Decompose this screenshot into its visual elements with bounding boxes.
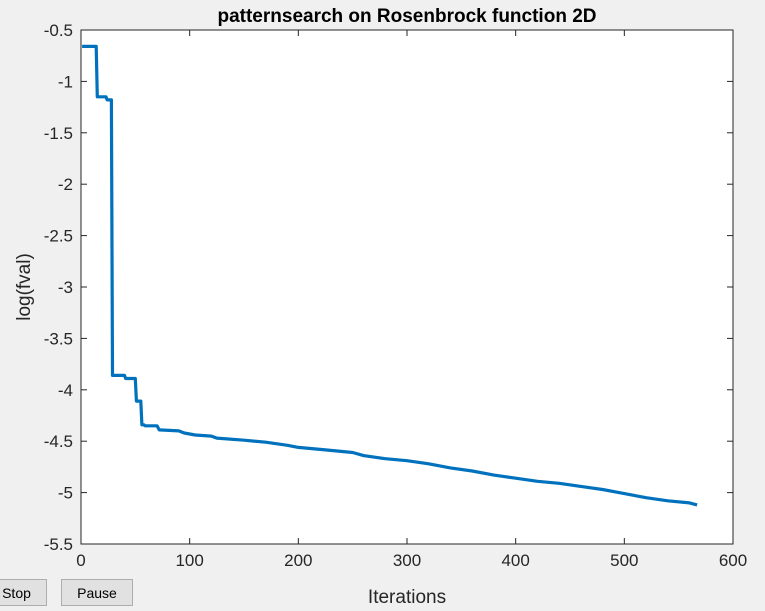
x-tick-label: 600 bbox=[719, 551, 747, 570]
x-tick-label: 200 bbox=[284, 551, 312, 570]
x-tick-label: 400 bbox=[501, 551, 529, 570]
x-tick-label: 0 bbox=[76, 551, 85, 570]
x-tick-label: 300 bbox=[393, 551, 421, 570]
x-tick-label: 500 bbox=[610, 551, 638, 570]
y-tick-label: -2.5 bbox=[44, 227, 73, 246]
y-tick-label: -4.5 bbox=[44, 432, 73, 451]
y-axis: -5.5 -5 -4.5 -4 -3.5 -3 -2.5 -2 -1.5 -1 -0.5 bbox=[44, 21, 733, 554]
y-tick-label: -1.5 bbox=[44, 124, 73, 143]
y-tick-label: -3 bbox=[58, 278, 73, 297]
y-tick-label: -3.5 bbox=[44, 329, 73, 348]
x-tick-label: 100 bbox=[175, 551, 203, 570]
y-tick-label: -5 bbox=[58, 484, 73, 503]
y-tick-label: -2 bbox=[58, 175, 73, 194]
chart-title: patternsearch on Rosenbrock function 2D bbox=[217, 6, 596, 27]
pause-button[interactable]: Pause bbox=[61, 579, 133, 606]
y-tick-label: -0.5 bbox=[44, 21, 73, 40]
x-axis-label: Iterations bbox=[368, 587, 446, 608]
x-axis: 0 100 200 300 400 500 600 bbox=[76, 30, 747, 570]
y-axis-label: log(fval) bbox=[14, 253, 35, 321]
plot-area bbox=[80, 29, 734, 545]
y-tick-label: -5.5 bbox=[44, 535, 73, 554]
y-tick-label: -1 bbox=[58, 72, 73, 91]
series-line bbox=[82, 44, 698, 507]
y-tick-label: -4 bbox=[58, 381, 73, 400]
stop-button[interactable]: Stop bbox=[0, 579, 47, 606]
